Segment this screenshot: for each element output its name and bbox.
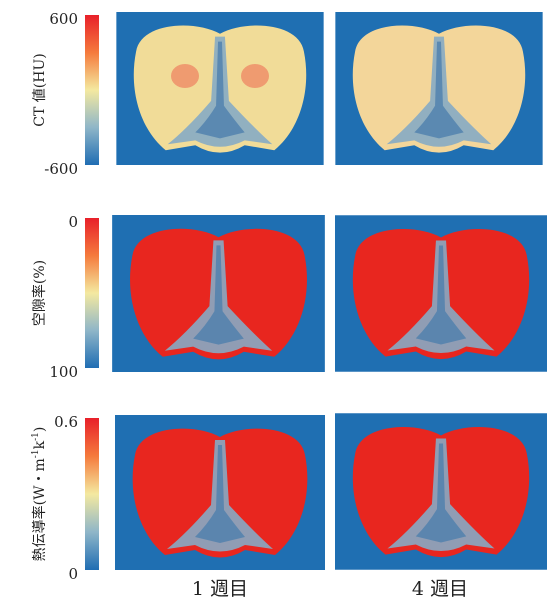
label-part: 熱伝導率(W・m bbox=[31, 458, 48, 561]
conductivity-image bbox=[335, 413, 547, 569]
scale-top: 0 bbox=[68, 213, 78, 231]
axis-label: 空隙率(%) bbox=[31, 260, 48, 326]
column-label: 4 週目 bbox=[412, 578, 468, 600]
ct-image bbox=[335, 12, 542, 165]
scale-bottom: 0 bbox=[68, 565, 78, 583]
conductivity-image bbox=[115, 415, 325, 570]
label-part: 空隙率(%) bbox=[31, 260, 48, 326]
ct-image bbox=[116, 12, 323, 165]
scale-bottom: -600 bbox=[44, 160, 78, 178]
scale-top: 0.6 bbox=[54, 413, 78, 431]
label-part: CT 値(HU) bbox=[32, 53, 48, 126]
colorbar bbox=[85, 15, 99, 165]
label-part: -1 bbox=[31, 449, 41, 458]
label-part: ) bbox=[32, 427, 48, 432]
colorbar bbox=[85, 418, 99, 570]
porosity-image bbox=[112, 215, 325, 372]
figure: 600 -600 CT 値(HU) 0 100 空隙率(%) 0.6 0 熱伝導率(W・m-1k… bbox=[0, 0, 553, 603]
ct-spot bbox=[241, 64, 269, 88]
colorbars bbox=[85, 15, 99, 570]
axis-label: CT 値(HU) bbox=[32, 53, 48, 126]
column-label: 1 週目 bbox=[192, 578, 248, 600]
porosity-image bbox=[335, 215, 547, 371]
axis-label: 熱伝導率(W・m-1k-1) bbox=[31, 427, 49, 562]
scale-top: 600 bbox=[49, 10, 78, 28]
ct-spot bbox=[171, 64, 199, 88]
colorbar bbox=[85, 218, 99, 368]
images bbox=[112, 12, 547, 570]
label-part: -1 bbox=[31, 432, 41, 441]
scale-bottom: 100 bbox=[49, 363, 78, 381]
